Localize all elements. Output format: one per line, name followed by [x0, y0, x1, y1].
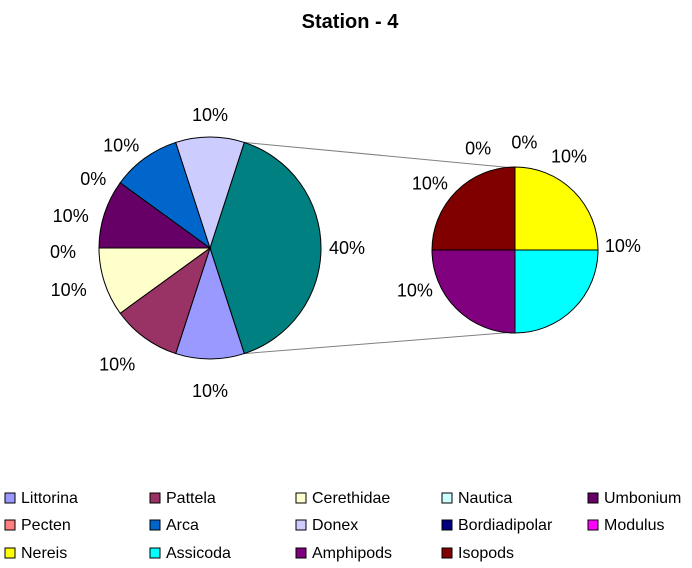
data-label-assicoda: 10%	[412, 174, 448, 194]
legend-swatch-arca	[149, 519, 161, 531]
legend-label-pecten: Pecten	[21, 517, 71, 534]
data-label-bordiadipolar: 0%	[511, 132, 537, 152]
data-label-nereis: 10%	[397, 281, 433, 301]
legend: Littorina Pattela Cerethidae Nautica Umboniu…	[4, 490, 681, 562]
data-label-cerethidae: 10%	[51, 280, 87, 300]
slice-assicoda	[514, 249, 599, 334]
legend-label-pattela: Pattela	[166, 490, 216, 507]
legend-swatch-assicoda	[149, 547, 161, 559]
legend-item-arca: Arca	[149, 517, 199, 534]
legend-label-umbonium: Umbonium	[604, 490, 681, 507]
legend-swatch-nautica	[441, 492, 453, 504]
legend-swatch-bordiadipolar	[441, 519, 453, 531]
legend-label-isopods: Isopods	[458, 545, 514, 562]
legend-swatch-littorina	[4, 492, 16, 504]
legend-label-assicoda: Assicoda	[166, 545, 231, 562]
legend-label-littorina: Littorina	[21, 490, 78, 507]
legend-swatch-donex	[295, 519, 307, 531]
legend-item-isopods: Isopods	[441, 545, 514, 562]
legend-swatch-cerethidae	[295, 492, 307, 504]
legend-swatch-umbonium	[587, 492, 599, 504]
data-label-arca: 10%	[103, 135, 139, 155]
primary-pie	[98, 136, 322, 360]
data-label-pattela: 10%	[99, 355, 135, 375]
data-label-donex: 10%	[192, 105, 228, 125]
legend-label-bordiadipolar: Bordiadipolar	[458, 517, 553, 534]
legend-item-cerethidae: Cerethidae	[295, 490, 390, 507]
data-label-modulus: 0%	[465, 139, 491, 159]
data-label-nautica: 0%	[50, 242, 76, 262]
data-label-littorina: 10%	[192, 381, 228, 401]
legend-item-donex: Donex	[295, 517, 358, 534]
legend-item-pecten: Pecten	[4, 517, 71, 534]
data-label-umbonium: 10%	[53, 206, 89, 226]
data-label-other: 40%	[329, 238, 365, 258]
slice-other	[209, 141, 322, 355]
legend-swatch-modulus	[587, 519, 599, 531]
legend-item-bordiadipolar: Bordiadipolar	[441, 517, 553, 534]
legend-label-modulus: Modulus	[604, 517, 664, 534]
legend-swatch-isopods	[441, 547, 453, 559]
legend-label-nereis: Nereis	[21, 545, 67, 562]
slice-amphipods	[431, 249, 516, 334]
slice-donex	[175, 136, 245, 250]
legend-item-nautica: Nautica	[441, 490, 512, 507]
legend-swatch-pattela	[149, 492, 161, 504]
secondary-pie	[431, 166, 599, 334]
legend-item-assicoda: Assicoda	[149, 545, 231, 562]
chart-title: Station - 4	[302, 11, 400, 33]
data-label-amphipods: 10%	[551, 147, 587, 167]
slice-isopods	[431, 166, 516, 251]
data-label-pecten: 0%	[80, 169, 106, 189]
legend-item-modulus: Modulus	[587, 517, 664, 534]
data-label-isopods: 10%	[605, 236, 641, 256]
legend-label-nautica: Nautica	[458, 490, 512, 507]
legend-item-amphipods: Amphipods	[295, 545, 392, 562]
connector-line-top	[244, 141, 508, 168]
legend-swatch-pecten	[4, 519, 16, 531]
legend-label-cerethidae: Cerethidae	[312, 490, 390, 507]
legend-label-arca: Arca	[166, 517, 199, 534]
legend-item-nereis: Nereis	[4, 545, 67, 562]
data-labels: 40% 10% 10% 10% 0% 10% 0% 10% 10% 0% 0% 10% 10% 10% 10…	[50, 105, 641, 401]
legend-label-amphipods: Amphipods	[312, 545, 392, 562]
connector-line-bottom	[244, 332, 508, 355]
connector-lines	[244, 141, 508, 355]
legend-item-littorina: Littorina	[4, 490, 78, 507]
legend-swatch-amphipods	[295, 547, 307, 559]
legend-swatch-nereis	[4, 547, 16, 559]
slice-nereis	[514, 166, 599, 251]
legend-label-donex: Donex	[312, 517, 358, 534]
legend-item-umbonium: Umbonium	[587, 490, 681, 507]
legend-item-pattela: Pattela	[149, 490, 216, 507]
